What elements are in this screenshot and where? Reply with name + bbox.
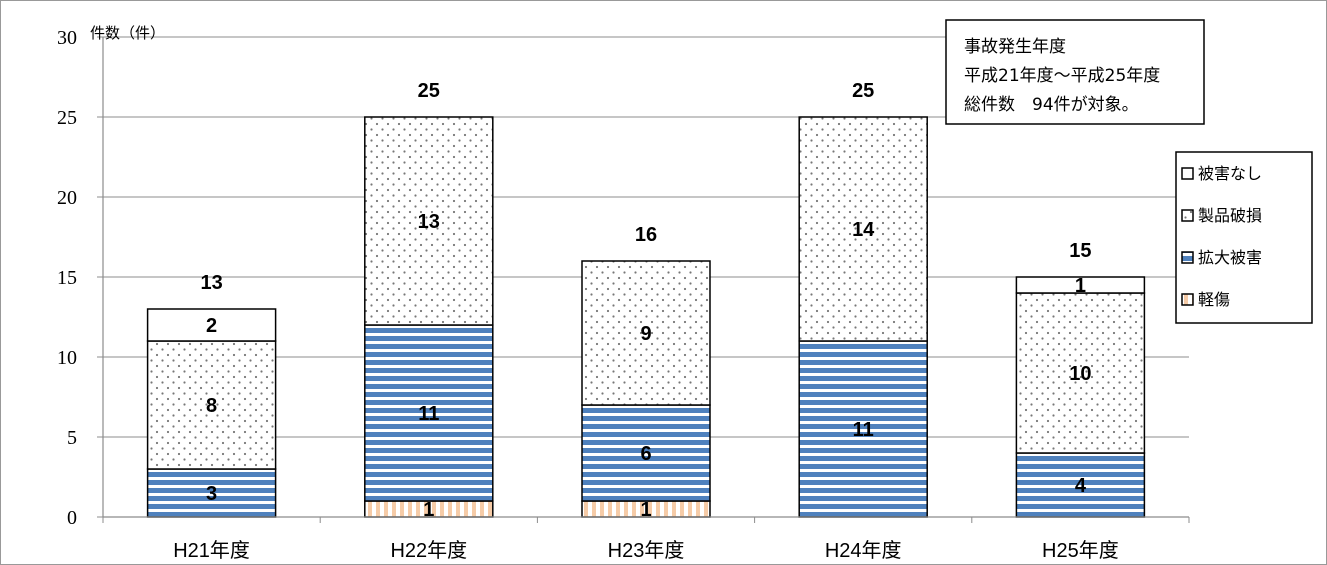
y-tick-label: 0 <box>67 507 77 529</box>
legend-swatch <box>1181 293 1194 306</box>
data-label: 11 <box>853 419 874 441</box>
data-label: 1 <box>423 499 434 521</box>
data-label: 6 <box>640 443 651 465</box>
total-label: 25 <box>418 80 440 102</box>
bar-segment <box>581 260 711 406</box>
x-tick-label: H21年度 <box>173 539 250 562</box>
data-label: 2 <box>206 315 217 337</box>
bar-segment <box>798 340 928 518</box>
legend-swatch <box>1181 167 1194 180</box>
y-tick-label: 5 <box>67 427 77 449</box>
legend-label: 製品破損 <box>1198 206 1262 225</box>
y-tick-label: 10 <box>57 347 77 369</box>
y-tick-label: 30 <box>57 27 77 49</box>
y-axis-unit-label: 件数（件） <box>90 24 165 42</box>
legend-swatch <box>1181 209 1194 222</box>
x-tick-label: H22年度 <box>390 539 467 562</box>
data-label: 8 <box>206 395 217 417</box>
annotation-line-2: 平成21年度〜平成25年度 <box>964 66 1160 86</box>
legend-swatch <box>1181 251 1194 264</box>
total-label: 15 <box>1069 240 1091 262</box>
data-label: 10 <box>1069 363 1091 385</box>
bar-segment <box>146 340 277 470</box>
x-tick-label: H25年度 <box>1042 539 1119 562</box>
x-axis-ticks: H21年度 H22年度 H23年度 H24年度 H25年度 <box>102 517 1190 562</box>
legend-label: 被害なし <box>1198 164 1262 183</box>
x-tick-label: H23年度 <box>608 539 685 562</box>
legend-label: 拡大被害 <box>1198 248 1262 267</box>
bar-segment <box>1015 276 1146 294</box>
y-axis-ticks: 0 5 10 15 20 25 30 <box>57 27 103 529</box>
annotation-line-3: 総件数 94件が対象。 <box>964 95 1139 115</box>
y-tick-label: 20 <box>57 187 77 209</box>
y-tick-label: 15 <box>57 267 77 289</box>
bar-segment <box>364 324 494 502</box>
bar-segment <box>1015 452 1146 518</box>
bar-segment <box>146 308 277 342</box>
annotation-box: 事故発生年度 平成21年度〜平成25年度 総件数 94件が対象。 <box>945 19 1205 125</box>
data-label: 1 <box>1075 275 1086 297</box>
bar-segment <box>581 404 711 502</box>
data-label: 13 <box>418 211 440 233</box>
y-tick-label: 25 <box>57 107 77 129</box>
bar-segment <box>364 116 494 326</box>
bar-segment <box>1015 292 1146 454</box>
data-label: 11 <box>418 403 439 425</box>
total-label: 16 <box>635 224 657 246</box>
total-label: 13 <box>200 272 222 294</box>
data-label: 9 <box>640 323 651 345</box>
x-tick-label: H24年度 <box>825 539 902 562</box>
annotation-line-1: 事故発生年度 <box>964 37 1066 57</box>
total-label: 25 <box>852 80 874 102</box>
data-label: 4 <box>1075 475 1087 497</box>
data-label: 3 <box>206 483 217 505</box>
bar-segment <box>798 116 928 342</box>
legend-label: 軽傷 <box>1198 290 1230 309</box>
axes <box>102 37 1189 518</box>
data-label: 1 <box>640 499 651 521</box>
data-label: 14 <box>852 219 875 241</box>
